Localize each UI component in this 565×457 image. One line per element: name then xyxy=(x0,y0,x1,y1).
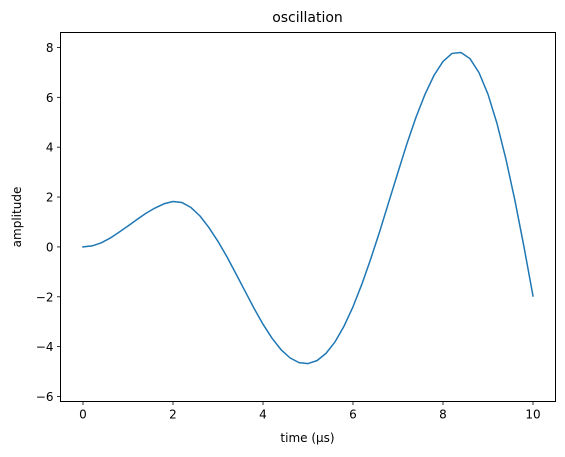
y-tick-label: 0 xyxy=(46,240,54,254)
ticks-layer: 0 2 4 6 8 10 −6 −4 −2 0 2 4 6 8 xyxy=(36,41,541,422)
chart-title: oscillation xyxy=(272,10,343,26)
plot-frame xyxy=(60,32,556,402)
x-tick-label: 8 xyxy=(439,408,447,422)
plot-area: 0 2 4 6 8 10 −6 −4 −2 0 2 4 6 8 xyxy=(36,32,556,422)
y-tick-label: 4 xyxy=(46,141,54,155)
x-axis-label: time (μs) xyxy=(280,431,334,445)
y-tick-label: −6 xyxy=(36,390,54,404)
x-tick-label: 4 xyxy=(259,408,267,422)
x-tick-label: 6 xyxy=(349,408,357,422)
x-tick-label: 10 xyxy=(525,408,540,422)
series-line xyxy=(82,51,534,365)
y-tick-label: −4 xyxy=(36,340,54,354)
y-axis-label: amplitude xyxy=(10,187,24,248)
x-tick-label: 2 xyxy=(169,408,177,422)
x-tick-label: 0 xyxy=(79,408,87,422)
y-tick-label: 8 xyxy=(46,41,54,55)
y-tick-label: −2 xyxy=(36,290,54,304)
y-tick-label: 6 xyxy=(46,91,54,105)
series-layer xyxy=(82,51,534,365)
y-tick-label: 2 xyxy=(46,191,54,205)
